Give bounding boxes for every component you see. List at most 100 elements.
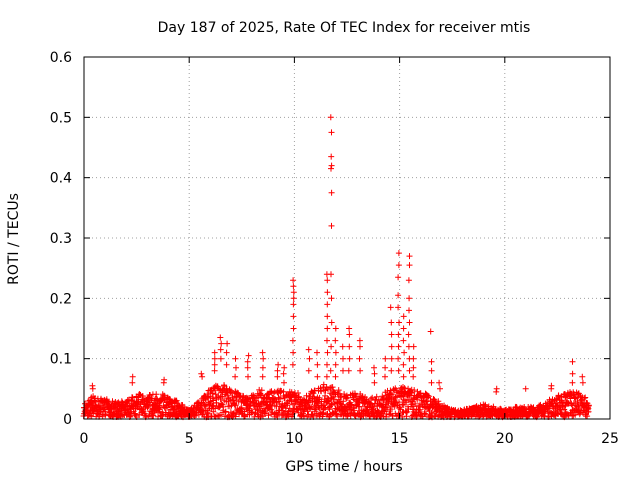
data-point — [400, 373, 407, 380]
data-point — [340, 367, 346, 374]
data-point — [388, 391, 395, 398]
data-point — [357, 343, 363, 350]
data-point — [328, 129, 335, 136]
data-point — [410, 364, 417, 371]
data-point — [373, 393, 380, 400]
data-point — [224, 340, 231, 347]
data-point — [328, 162, 335, 169]
data-point — [332, 361, 339, 368]
data-point — [340, 398, 347, 405]
data-point — [228, 390, 235, 397]
data-point — [161, 376, 168, 383]
data-point — [388, 331, 395, 338]
data-point — [89, 382, 96, 389]
data-point — [585, 408, 592, 415]
data-point — [382, 355, 389, 362]
data-point — [322, 386, 329, 393]
data-point — [406, 307, 412, 314]
data-point — [216, 385, 222, 392]
data-point — [219, 393, 226, 400]
x-axis-ticks: 0 5 10 15 20 25 — [80, 57, 619, 447]
data-point — [561, 406, 568, 413]
data-point — [145, 403, 152, 410]
data-point — [211, 367, 218, 374]
data-point — [368, 395, 374, 402]
data-point — [118, 398, 125, 405]
data-point — [328, 189, 335, 196]
data-point — [280, 370, 287, 377]
x-tick-label: 20 — [496, 431, 514, 447]
data-point — [356, 355, 363, 362]
x-axis-label: GPS time / hours — [285, 459, 402, 475]
data-point — [569, 358, 576, 365]
data-point — [245, 352, 252, 359]
data-point — [332, 349, 339, 356]
data-point — [290, 283, 297, 290]
data-point — [395, 331, 402, 338]
data-point — [395, 274, 402, 281]
data-point — [328, 271, 334, 278]
data-point — [406, 319, 413, 326]
data-point — [129, 373, 136, 380]
data-point — [388, 343, 395, 350]
data-point — [261, 410, 268, 416]
data-point — [579, 379, 586, 386]
data-point — [127, 412, 134, 419]
y-tick-label: 0.1 — [50, 352, 72, 368]
data-point — [328, 295, 335, 302]
data-point — [290, 289, 297, 296]
data-point — [329, 384, 336, 391]
data-point — [569, 379, 576, 386]
data-point — [395, 250, 402, 257]
data-point — [324, 349, 331, 356]
data-point — [289, 337, 296, 344]
y-tick-label: 0.4 — [50, 171, 72, 187]
data-point — [328, 153, 335, 160]
data-point — [281, 364, 288, 371]
data-point — [327, 367, 334, 374]
data-point — [395, 262, 402, 269]
data-point — [382, 373, 388, 380]
data-point — [307, 405, 314, 412]
data-point — [383, 404, 390, 411]
data-point — [258, 387, 265, 394]
data-point — [259, 364, 266, 371]
data-point — [328, 401, 335, 408]
data-point — [582, 394, 589, 401]
data-point — [428, 379, 435, 386]
data-point — [314, 361, 321, 368]
data-point — [318, 388, 325, 395]
data-point — [150, 412, 157, 419]
x-tick-label: 5 — [185, 431, 194, 447]
data-point — [576, 411, 583, 418]
data-point — [265, 412, 272, 419]
data-point — [324, 337, 330, 344]
data-point — [314, 373, 321, 380]
data-point — [259, 373, 266, 380]
data-point — [395, 412, 402, 419]
data-point — [406, 262, 413, 269]
data-point — [290, 301, 297, 308]
data-point — [217, 334, 224, 341]
x-tick-label: 25 — [601, 431, 619, 447]
data-point — [437, 385, 443, 392]
data-point — [564, 399, 571, 406]
data-point — [204, 410, 211, 417]
data-point — [290, 410, 297, 417]
data-point — [164, 404, 171, 411]
data-point — [211, 355, 218, 362]
data-point — [275, 361, 282, 368]
data-point — [284, 400, 291, 407]
data-point — [328, 343, 335, 350]
data-point — [244, 358, 251, 365]
data-point — [309, 411, 316, 418]
data-point — [328, 222, 335, 229]
data-points — [80, 114, 592, 421]
data-point — [290, 277, 297, 284]
data-point — [432, 413, 439, 420]
data-point — [410, 343, 417, 350]
data-point — [571, 394, 578, 401]
data-point — [207, 398, 214, 405]
data-point — [346, 331, 353, 338]
data-point — [139, 393, 146, 399]
